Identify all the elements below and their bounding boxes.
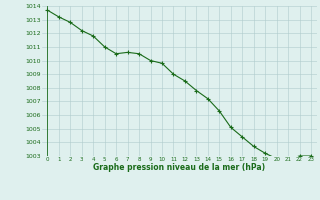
X-axis label: Graphe pression niveau de la mer (hPa): Graphe pression niveau de la mer (hPa) [93,163,265,172]
